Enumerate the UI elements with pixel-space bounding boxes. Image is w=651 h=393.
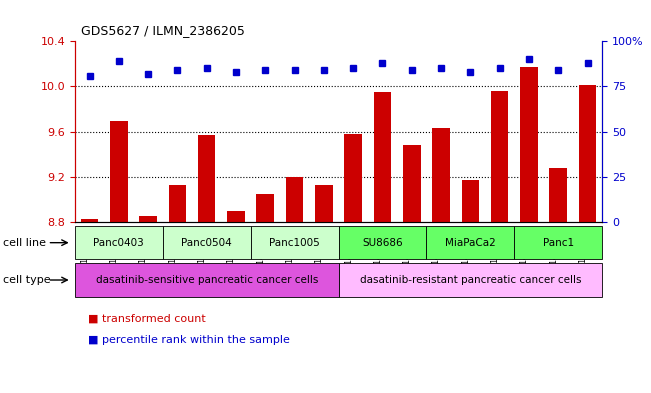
Bar [520, 67, 538, 222]
Text: Panc0403: Panc0403 [94, 238, 144, 248]
Bar [374, 92, 391, 222]
Bar [549, 168, 567, 222]
Bar [432, 128, 450, 222]
Bar [251, 226, 339, 259]
Text: dasatinib-resistant pancreatic cancer cells: dasatinib-resistant pancreatic cancer ce… [359, 275, 581, 285]
Bar [256, 194, 274, 222]
Bar [339, 226, 426, 259]
Bar [75, 226, 163, 259]
Text: MiaPaCa2: MiaPaCa2 [445, 238, 495, 248]
Bar [315, 185, 333, 222]
Text: dasatinib-sensitive pancreatic cancer cells: dasatinib-sensitive pancreatic cancer ce… [96, 275, 318, 285]
Text: Panc0504: Panc0504 [182, 238, 232, 248]
Bar [81, 219, 98, 222]
Bar [163, 226, 251, 259]
Bar [491, 91, 508, 222]
Text: SU8686: SU8686 [362, 238, 403, 248]
Text: cell line: cell line [3, 238, 46, 248]
Bar [169, 185, 186, 222]
Text: cell type: cell type [3, 275, 51, 285]
Text: Panc1005: Panc1005 [270, 238, 320, 248]
Bar [462, 180, 479, 222]
Bar [286, 177, 303, 222]
Bar [426, 226, 514, 259]
Text: Panc1: Panc1 [543, 238, 574, 248]
Bar [227, 211, 245, 222]
Bar [139, 217, 157, 222]
Bar [579, 85, 596, 222]
Bar [339, 263, 602, 297]
Bar [198, 135, 215, 222]
Bar [344, 134, 362, 222]
Bar [514, 226, 602, 259]
Bar [75, 263, 339, 297]
Bar [110, 121, 128, 222]
Text: ■ percentile rank within the sample: ■ percentile rank within the sample [88, 335, 290, 345]
Text: ■ transformed count: ■ transformed count [88, 313, 206, 323]
Bar [403, 145, 421, 222]
Text: GDS5627 / ILMN_2386205: GDS5627 / ILMN_2386205 [81, 24, 245, 37]
